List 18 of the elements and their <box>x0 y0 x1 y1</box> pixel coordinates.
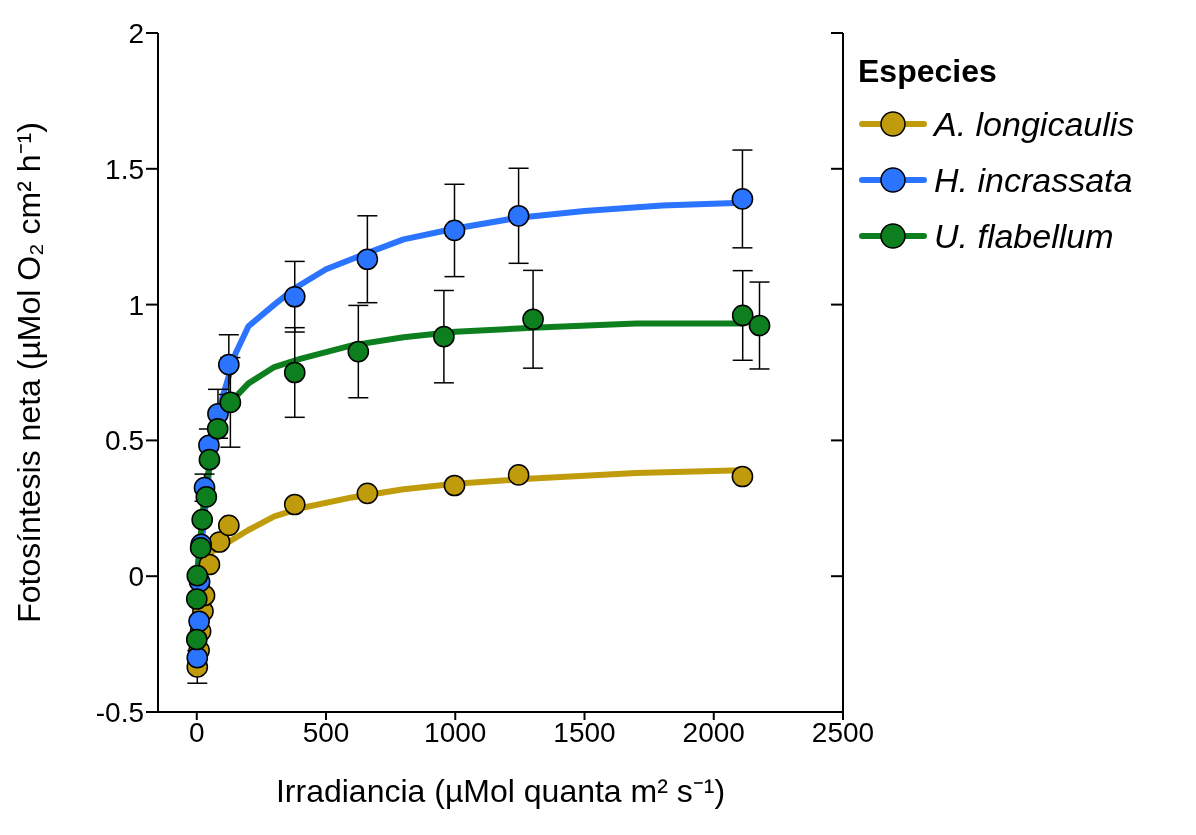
y-tick-label: 0 <box>128 561 144 593</box>
y-tick-label: -0.5 <box>95 696 144 728</box>
y-tick-label: 0.5 <box>105 425 144 457</box>
x-tick-label: 1000 <box>424 716 487 748</box>
x-tick-label: 2500 <box>811 716 875 748</box>
legend-label: A. longicaulis <box>934 104 1135 144</box>
x-tick-label: 1500 <box>553 716 616 748</box>
x-tick-label: 2000 <box>682 716 745 748</box>
legend-title: Especies <box>858 53 998 90</box>
legend-label: U. flabellum <box>934 216 1114 256</box>
y-tick-label: 1 <box>128 289 144 321</box>
x-tick-label: 500 <box>302 716 350 748</box>
legend-label: H. incrassata <box>934 160 1133 200</box>
y-tick-label: 1.5 <box>105 153 144 185</box>
x-axis-title: Irradiancia (µMol quanta m² s⁻¹) <box>275 773 726 809</box>
y-tick-label: 2 <box>128 17 144 49</box>
x-tick-label: 0 <box>188 716 205 748</box>
y-axis-title: Fotosíntesis neta (µMol O₂ cm² h⁻¹) <box>11 122 47 623</box>
